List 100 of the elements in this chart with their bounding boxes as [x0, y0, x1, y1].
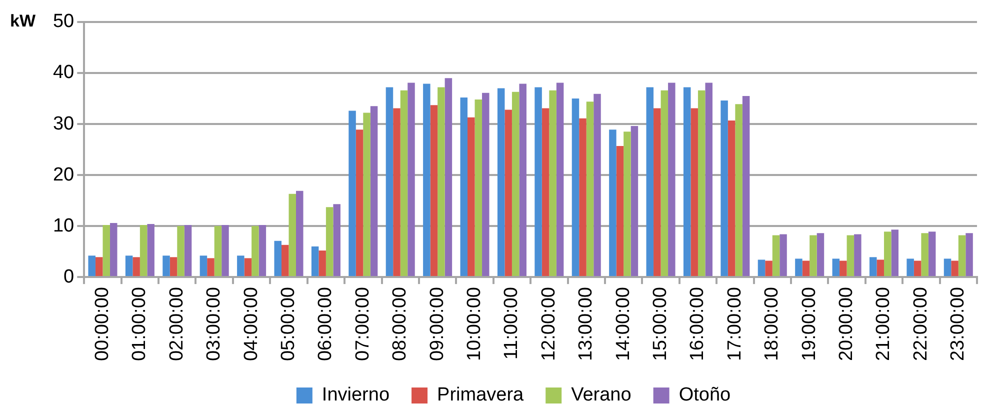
bar	[586, 102, 594, 276]
bar	[698, 90, 706, 276]
bar	[542, 108, 550, 276]
bar	[170, 257, 178, 276]
bar	[616, 146, 624, 276]
bar	[140, 225, 148, 276]
bar	[288, 194, 296, 276]
bar	[326, 207, 334, 276]
y-tick-label: 40	[52, 62, 74, 84]
x-tick-label: 23:00:00	[948, 287, 969, 362]
bar	[296, 190, 304, 276]
bar	[207, 258, 214, 276]
bar	[832, 258, 840, 276]
bar	[846, 235, 854, 276]
x-tick-label: 04:00:00	[240, 287, 262, 362]
x-tick-label: 15:00:00	[650, 287, 672, 362]
bar	[944, 258, 952, 276]
x-tick-label: 01:00:00	[129, 287, 150, 362]
y-tick-label: 50	[52, 11, 74, 32]
bar	[200, 256, 208, 276]
bar	[876, 260, 884, 276]
bar	[363, 112, 370, 276]
x-tick-label: 18:00:00	[762, 287, 783, 362]
y-tick-label: 10	[52, 215, 74, 236]
x-tick-label: 12:00:00	[538, 287, 560, 362]
bar	[311, 246, 319, 276]
x-tick-label: 10:00:00	[464, 287, 485, 362]
x-tick-label: 05:00:00	[278, 287, 299, 362]
bar	[222, 225, 229, 276]
y-axis-title: kW	[10, 12, 36, 31]
x-tick-label: 06:00:00	[315, 287, 336, 362]
bar	[147, 224, 154, 276]
bar	[780, 234, 787, 276]
bar	[333, 204, 340, 276]
bar	[966, 233, 973, 276]
bar	[742, 96, 750, 276]
bar	[646, 87, 654, 276]
bar	[660, 90, 668, 276]
bar	[705, 82, 712, 276]
y-tick-label: 0	[64, 266, 74, 288]
bar	[184, 225, 192, 276]
bar	[802, 260, 810, 276]
bar	[258, 225, 266, 276]
bar	[572, 98, 580, 276]
y-tick-label: 30	[52, 113, 74, 134]
bar	[758, 260, 766, 276]
bar	[244, 258, 252, 276]
x-tick-label: 17:00:00	[724, 287, 746, 362]
bar	[891, 230, 898, 276]
bar	[958, 235, 966, 276]
x-tick-label: 21:00:00	[873, 287, 894, 362]
bar	[951, 260, 958, 276]
bar	[444, 78, 452, 276]
bar	[683, 87, 691, 276]
legend-label: Primavera	[437, 384, 524, 406]
bar	[386, 87, 394, 276]
bar	[914, 260, 922, 276]
bar	[252, 226, 259, 276]
bar	[609, 130, 616, 276]
bar	[668, 82, 676, 276]
y-tick-label: 20	[52, 164, 74, 186]
x-tick-label: 03:00:00	[204, 287, 225, 362]
bar	[474, 100, 482, 276]
bar	[497, 88, 505, 276]
bar	[132, 257, 140, 276]
legend-label: Invierno	[322, 384, 390, 406]
bar	[795, 258, 802, 276]
bar	[549, 90, 556, 276]
bar	[102, 225, 110, 276]
bar	[237, 256, 244, 276]
bar	[460, 97, 468, 276]
x-tick-label: 13:00:00	[576, 287, 597, 362]
bar	[869, 257, 877, 276]
bar	[630, 126, 638, 276]
bar	[482, 92, 490, 276]
bar	[281, 244, 289, 276]
bar	[177, 226, 184, 276]
bar	[110, 222, 118, 276]
bar	[921, 233, 928, 276]
bar	[690, 108, 698, 276]
bar	[162, 256, 170, 276]
bar	[95, 257, 103, 276]
legend-label: Verano	[571, 384, 632, 406]
x-tick-label: 20:00:00	[836, 287, 858, 362]
bar	[840, 260, 847, 276]
bar	[408, 82, 415, 276]
bar	[854, 234, 862, 276]
bar	[504, 110, 512, 276]
x-tick-label: 07:00:00	[352, 287, 374, 362]
bar	[624, 132, 631, 276]
x-tick-label: 22:00:00	[910, 287, 932, 362]
bar	[735, 104, 742, 276]
x-tick-label: 09:00:00	[426, 287, 448, 362]
bar	[430, 105, 438, 276]
bar	[423, 84, 430, 276]
bar	[772, 235, 780, 276]
bar	[370, 106, 378, 276]
bar	[348, 110, 356, 276]
bar	[519, 84, 526, 276]
bar	[393, 108, 400, 276]
